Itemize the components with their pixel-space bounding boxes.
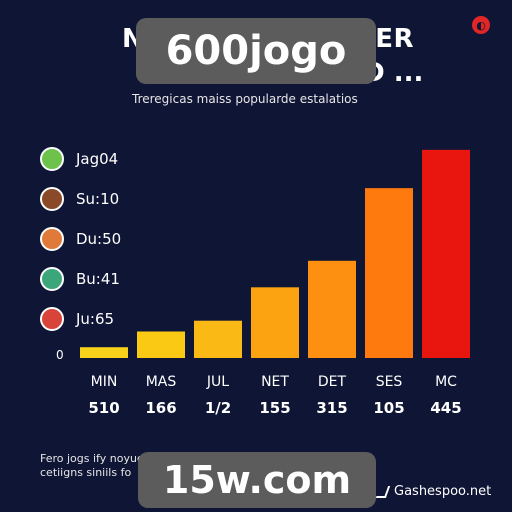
bar-jul xyxy=(194,320,242,358)
legend-label: Bu:41 xyxy=(76,270,120,288)
legend-label: Su:10 xyxy=(76,190,120,208)
category-label: JUL xyxy=(206,374,229,390)
legend-item: Du:50 xyxy=(40,226,121,252)
avatar-red-icon xyxy=(40,307,64,331)
legend-item: Bu:41 xyxy=(40,266,120,292)
category-label: MAS xyxy=(146,374,177,390)
bar-mc xyxy=(422,149,470,358)
brand-text: 15w.com xyxy=(162,458,352,502)
bar-ses xyxy=(365,188,413,358)
footer-source: Gashespoo.net xyxy=(394,484,492,499)
legend-item: Su:10 xyxy=(40,186,119,212)
value-label: 166 xyxy=(145,399,176,417)
value-label: 1/2 xyxy=(205,399,231,417)
footer-caption: Fero jogs ify noyue cetiigns siniils fo xyxy=(40,452,144,479)
category-label: MIN xyxy=(91,374,118,390)
category-label: NET xyxy=(261,374,289,390)
bar-net xyxy=(251,287,299,358)
legend-label: Du:50 xyxy=(76,230,122,248)
category-label: SES xyxy=(376,374,403,390)
category-label: DET xyxy=(318,374,347,390)
logo-text: 600jogo xyxy=(165,28,347,74)
legend-item: Jag04 xyxy=(40,146,118,172)
red-circle-icon: ◐ xyxy=(472,16,490,34)
legend-label: Ju:65 xyxy=(76,310,115,328)
value-label: 510 xyxy=(88,399,119,417)
avatar-brown-icon xyxy=(40,187,64,211)
bar-mas xyxy=(137,331,185,358)
avatar-orange-icon xyxy=(40,227,64,251)
avatar-green-icon xyxy=(40,147,64,171)
avatar-teal-icon xyxy=(40,267,64,291)
value-label: 155 xyxy=(259,399,290,417)
category-label: MC xyxy=(435,374,457,390)
value-label: 315 xyxy=(316,399,347,417)
brand-overlay: 15w.com xyxy=(138,452,376,508)
value-label: 445 xyxy=(430,399,461,417)
legend-item: Ju:65 xyxy=(40,306,114,332)
bar-min xyxy=(80,347,128,358)
axis-zero-label: 0 xyxy=(56,348,64,362)
legend-label: Jag04 xyxy=(76,150,119,168)
logo-overlay: 600jogo xyxy=(136,18,376,84)
chart-subtitle: Treregicas maiss popularde estalatios xyxy=(132,92,358,106)
value-label: 105 xyxy=(373,399,404,417)
bar-det xyxy=(308,260,356,358)
